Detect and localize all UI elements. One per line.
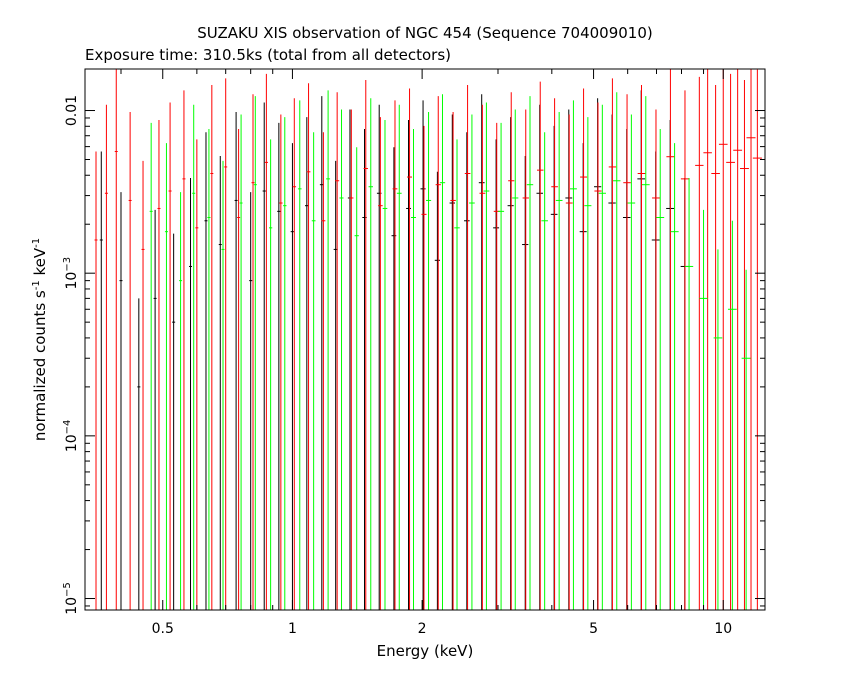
series-0 [99, 90, 689, 610]
y-tick-label: 10−3 [62, 257, 80, 290]
x-tick-label: 10 [714, 621, 732, 637]
x-tick-label: 5 [589, 621, 598, 637]
y-axis-label-main: normalized counts s [31, 290, 49, 441]
x-tick-label: 0.5 [152, 621, 174, 637]
x-axis-label: Energy (keV) [377, 642, 474, 660]
y-axis-label-exp-2: -1 [31, 238, 42, 248]
chart-subtitle: Exposure time: 310.5ks (total from all d… [85, 46, 451, 64]
y-tick-label: 10−4 [62, 420, 80, 453]
series-1 [94, 69, 762, 610]
y-axis-label-mid: keV [31, 247, 49, 280]
plot-frame [84, 68, 766, 611]
series-2 [149, 90, 751, 610]
chart-title: SUZAKU XIS observation of NGC 454 (Seque… [197, 24, 653, 42]
y-tick-label: 10−5 [62, 582, 80, 615]
data-layer [94, 69, 762, 610]
y-axis-label-exp-1: -1 [31, 280, 42, 290]
y-axis-label: normalized counts s-1 keV-1 [31, 238, 49, 441]
y-tick-label: 0.01 [64, 95, 80, 126]
x-tick-label: 2 [418, 621, 427, 637]
axis-layer: 0.5 1 2 5 10 0.01 10−3 10−4 10−5 [62, 69, 765, 637]
x-tick-label: 1 [288, 621, 297, 637]
